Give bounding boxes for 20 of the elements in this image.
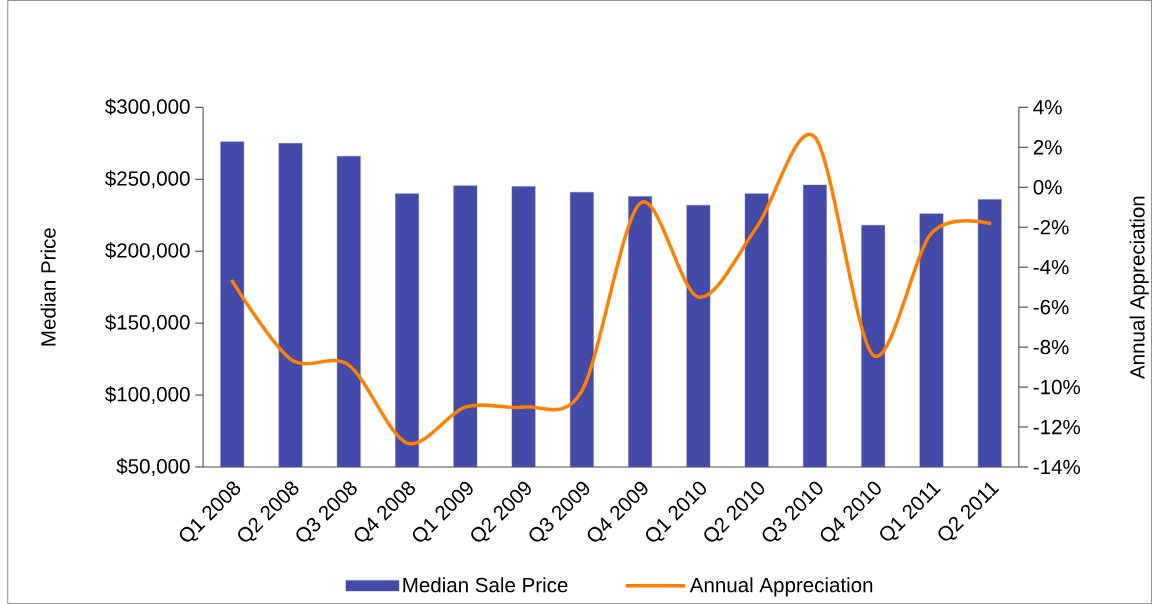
y-tick-label: $300,000 bbox=[105, 98, 190, 117]
y2-tick-label: -2% bbox=[1033, 219, 1069, 235]
y2-tick-label: -14% bbox=[1033, 459, 1080, 475]
y2-tick-label: 0% bbox=[1033, 179, 1062, 195]
legend-label: Median Sale Price bbox=[403, 577, 568, 593]
y2-tick-label: -8% bbox=[1033, 339, 1069, 355]
y2-tick-label: -10% bbox=[1033, 379, 1080, 395]
y2-tick-label: -6% bbox=[1033, 299, 1069, 315]
y2-tick-label: 2% bbox=[1033, 140, 1062, 155]
y-tick-label: $150,000 bbox=[105, 314, 190, 332]
y2-axis-title: Annual Appreciation bbox=[1129, 196, 1149, 379]
y2-tick-label: -4% bbox=[1033, 259, 1069, 275]
y-tick-label: $200,000 bbox=[105, 242, 190, 261]
legend-label: Annual Appreciation bbox=[689, 577, 873, 597]
y2-tick-label: -12% bbox=[1033, 419, 1080, 435]
y-axis-title: Median Price bbox=[40, 228, 56, 346]
y-tick-label: $100,000 bbox=[105, 386, 190, 404]
y-tick-label: $50,000 bbox=[116, 458, 190, 476]
y-tick-label: $250,000 bbox=[105, 170, 190, 189]
y2-tick-label: 4% bbox=[1033, 100, 1062, 115]
